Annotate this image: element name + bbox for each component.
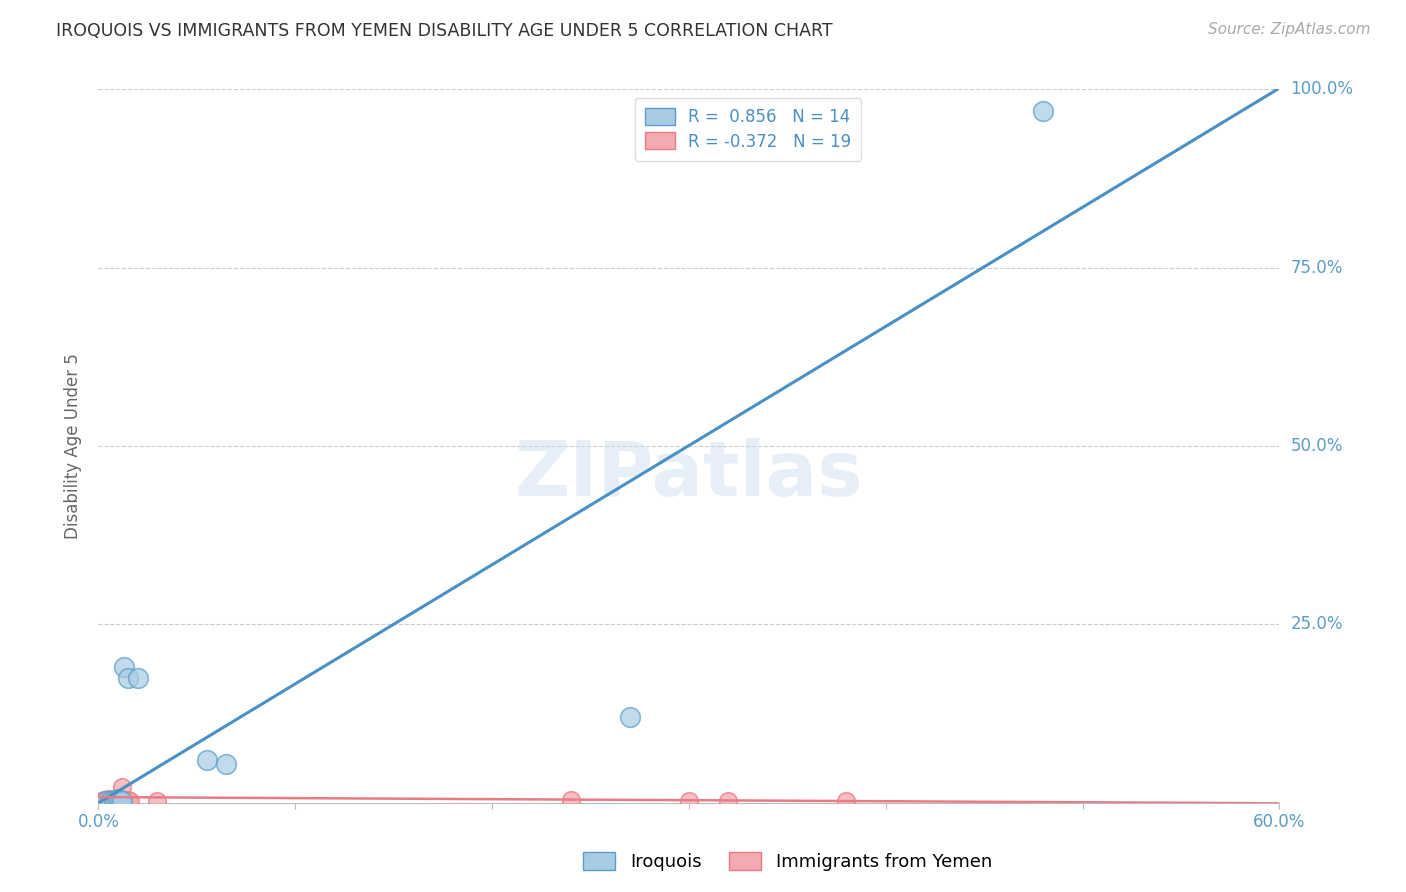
Point: [678, 794, 700, 808]
Point: [619, 710, 641, 724]
Text: 75.0%: 75.0%: [1291, 259, 1343, 277]
Point: [1032, 103, 1054, 118]
Legend: R =  0.856   N = 14, R = -0.372   N = 19: R = 0.856 N = 14, R = -0.372 N = 19: [634, 97, 862, 161]
Point: [215, 756, 238, 771]
Point: [98, 794, 121, 808]
Point: [103, 793, 125, 807]
Text: Source: ZipAtlas.com: Source: ZipAtlas.com: [1208, 22, 1371, 37]
Text: 100.0%: 100.0%: [1291, 80, 1354, 98]
Text: ZIPatlas: ZIPatlas: [515, 438, 863, 511]
Point: [112, 794, 135, 808]
Point: [146, 794, 169, 808]
Text: IROQUOIS VS IMMIGRANTS FROM YEMEN DISABILITY AGE UNDER 5 CORRELATION CHART: IROQUOIS VS IMMIGRANTS FROM YEMEN DISABI…: [56, 22, 832, 40]
Point: [107, 793, 129, 807]
Point: [103, 793, 125, 807]
Point: [96, 794, 118, 808]
Text: 25.0%: 25.0%: [1291, 615, 1343, 633]
Point: [111, 780, 134, 794]
Point: [98, 793, 121, 807]
Point: [107, 792, 129, 806]
Point: [112, 660, 135, 674]
Point: [195, 753, 218, 767]
Point: [105, 794, 128, 808]
Point: [108, 794, 131, 808]
Text: 50.0%: 50.0%: [1291, 437, 1343, 455]
Point: [105, 794, 128, 808]
Point: [117, 793, 139, 807]
Point: [117, 671, 139, 685]
Point: [101, 794, 124, 808]
Point: [717, 794, 740, 808]
Point: [127, 671, 149, 685]
Point: [560, 793, 582, 807]
Point: [118, 794, 141, 808]
Point: [97, 792, 120, 806]
Point: [91, 794, 114, 808]
Point: [835, 794, 858, 808]
Point: [111, 794, 134, 808]
Point: [108, 793, 131, 807]
Legend: Iroquois, Immigrants from Yemen: Iroquois, Immigrants from Yemen: [575, 845, 1000, 879]
Y-axis label: Disability Age Under 5: Disability Age Under 5: [65, 353, 83, 539]
Point: [96, 794, 118, 808]
Point: [93, 793, 115, 807]
